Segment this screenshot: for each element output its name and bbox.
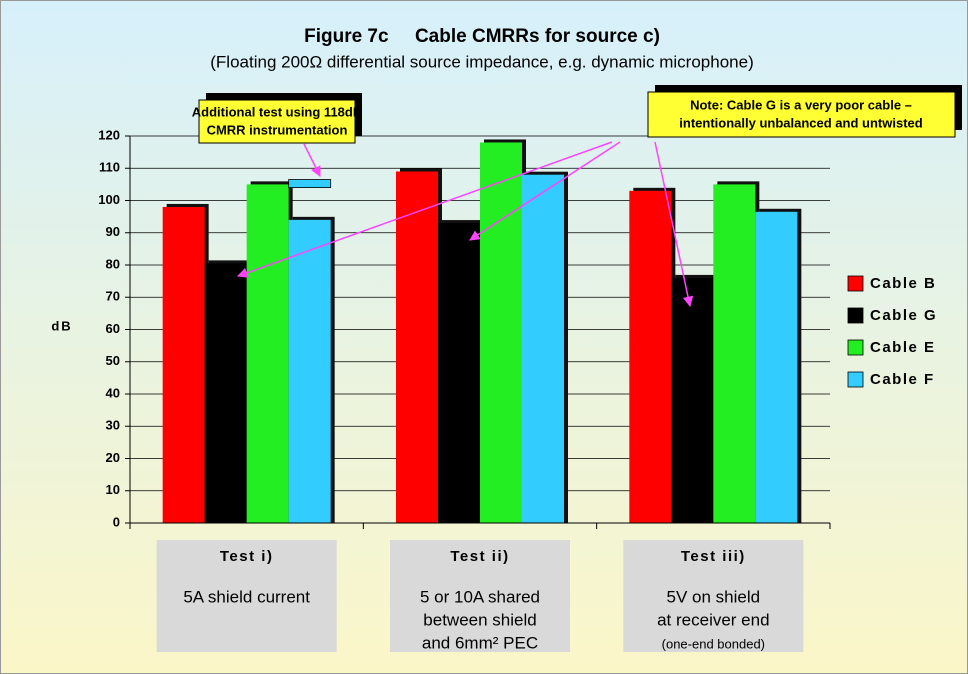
- y-tick-label: 60: [106, 321, 120, 336]
- arrow: [237, 141, 613, 278]
- bar: [522, 174, 564, 523]
- bar: [162, 206, 205, 523]
- legend-swatch: [847, 339, 864, 356]
- bar: [438, 223, 480, 523]
- legend-label: Cable B: [870, 275, 936, 292]
- arrow: [469, 141, 621, 241]
- category-note: and 6mm² PEC: [422, 633, 538, 652]
- x-tick-label: Test ii): [450, 548, 509, 565]
- note-text: Note: Cable G is a very poor cable –: [690, 97, 912, 112]
- bar: [480, 142, 522, 523]
- legend-swatch: [847, 371, 864, 388]
- plot: 0 10 20 30 40 50 60 70 80 90 100 110 120 Test i) 5A sh…: [98, 127, 937, 652]
- y-tick-label: 120: [98, 127, 120, 142]
- arrow: [303, 143, 321, 177]
- bar: [396, 171, 438, 523]
- legend-swatch: [847, 307, 864, 324]
- chart-title: Figure 7c Cable CMRRs for source c): [304, 26, 660, 47]
- bar: [246, 184, 289, 523]
- legend-label: Cable E: [870, 339, 936, 356]
- additional-bar: [288, 179, 332, 189]
- note-box: [198, 99, 356, 144]
- category-note: 5A shield current: [183, 587, 310, 606]
- legend-label: Cable G: [870, 307, 937, 324]
- note-box: [647, 91, 956, 138]
- y-axis-label: dB: [51, 318, 72, 333]
- bar: [629, 190, 672, 523]
- additional-note: Additional test using 118dB CMRR instrum…: [192, 93, 362, 177]
- legend-label: Cable F: [870, 371, 935, 388]
- category-note: 5 or 10A shared: [420, 587, 540, 606]
- note-text: Additional test using 118dB: [192, 104, 362, 119]
- x-tick-label: Test iii): [681, 548, 746, 565]
- category-note: between shield: [423, 610, 536, 629]
- chart-subtitle: (Floating 200Ω differential source imped…: [210, 52, 753, 71]
- category-note: at receiver end: [657, 610, 769, 629]
- y-tick-label: 30: [106, 418, 120, 433]
- y-tick-label: 50: [106, 353, 120, 368]
- y-tick-label: 0: [113, 514, 120, 529]
- note-text: intentionally unbalanced and untwisted: [679, 115, 922, 130]
- category-box: [156, 540, 337, 652]
- arrow: [654, 141, 694, 308]
- category-box: [623, 540, 804, 652]
- y-tick-label: 20: [106, 450, 120, 465]
- bar: [204, 263, 247, 523]
- bar: [288, 219, 331, 523]
- category-note: 5V on shield: [667, 587, 761, 606]
- bar: [713, 184, 756, 523]
- y-tick-label: 80: [106, 256, 120, 271]
- y-tick-label: 110: [99, 160, 120, 175]
- y-tick-label: 70: [106, 289, 120, 304]
- category-note: (one-end bonded): [662, 636, 765, 651]
- bar: [671, 277, 714, 523]
- y-tick-label: 40: [106, 385, 120, 400]
- legend-swatch: [847, 275, 864, 292]
- y-tick-label: 100: [98, 192, 120, 207]
- y-tick-label: 10: [106, 482, 120, 497]
- bar: [755, 211, 798, 523]
- category-box: [390, 540, 570, 652]
- x-tick-label: Test i): [220, 548, 274, 565]
- note-text: CMRR instrumentation: [207, 122, 348, 137]
- y-tick-label: 90: [106, 224, 120, 239]
- cable-g-note: Note: Cable G is a very poor cable – int…: [237, 85, 962, 308]
